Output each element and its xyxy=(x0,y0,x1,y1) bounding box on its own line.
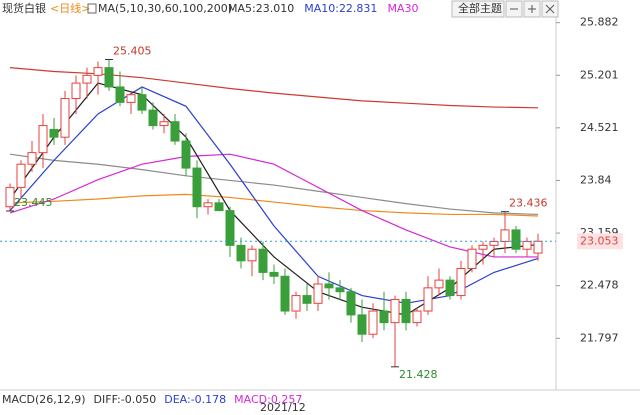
candle-body xyxy=(401,298,411,324)
candle-body xyxy=(137,94,147,111)
candle-body xyxy=(258,248,268,273)
candle-body xyxy=(445,279,455,297)
candle-body xyxy=(5,186,15,208)
y-tick-label: 24.521 xyxy=(580,121,619,134)
candle-body xyxy=(335,287,345,293)
candle-body xyxy=(291,295,301,312)
indicator-label: MA5:23.010 xyxy=(228,2,294,15)
candle-body xyxy=(247,248,257,262)
toggle-icon[interactable] xyxy=(87,3,97,14)
y-tick-label: 23.84 xyxy=(580,173,612,186)
candle-body xyxy=(71,82,81,100)
indicator-label: MA10:22.831 xyxy=(304,2,377,15)
candle-body xyxy=(214,202,224,212)
candle-body xyxy=(533,240,543,254)
ma-line xyxy=(9,153,539,216)
candle-body xyxy=(456,268,466,297)
candle-body xyxy=(522,240,532,250)
theme-button[interactable] xyxy=(451,0,505,18)
candle-body xyxy=(104,67,114,88)
candle-body xyxy=(280,275,290,312)
chart-title: 现货白银 xyxy=(2,1,46,15)
candle-body xyxy=(357,314,367,335)
candle-body xyxy=(511,229,521,250)
candle-body xyxy=(500,229,510,242)
candle-body xyxy=(467,248,477,270)
candle-body xyxy=(38,125,48,154)
candle-body xyxy=(412,310,422,324)
button-label: 全部主题 xyxy=(458,1,502,15)
macd-label: MACD:0.257 xyxy=(234,393,302,406)
macd-label: MACD(26,12,9) xyxy=(2,393,86,406)
annotation-label: 21.428 xyxy=(399,368,438,381)
candle-body xyxy=(60,98,70,138)
annotation-label: 25.405 xyxy=(113,45,152,58)
candle-body xyxy=(478,244,488,250)
candle-body xyxy=(368,310,378,335)
candle-body xyxy=(203,202,213,208)
annotation-label: 23.436 xyxy=(509,197,548,210)
macd-label: DIFF:-0.050 xyxy=(94,393,157,406)
candle-body xyxy=(379,310,389,324)
x-label: 2021/12 xyxy=(260,401,306,414)
candle-body xyxy=(313,283,323,304)
candle-body xyxy=(225,210,235,246)
last-price-box xyxy=(577,233,623,250)
candle-body xyxy=(423,287,433,312)
candle-body xyxy=(170,121,180,142)
candle-body xyxy=(16,163,26,188)
ma-line xyxy=(9,193,539,217)
ma-line xyxy=(9,153,538,258)
indicator: MA(5,10,30,60,100,200) xyxy=(98,2,232,15)
y-tick-label: 25.201 xyxy=(580,68,619,81)
candle-body xyxy=(159,121,169,127)
candle-body xyxy=(269,271,279,277)
candle-body xyxy=(115,86,125,103)
candle-body xyxy=(192,167,202,208)
candle-body xyxy=(148,109,158,127)
candle-body xyxy=(126,94,136,103)
indicator-label: MA30 xyxy=(387,2,418,15)
y-tick-label: 22.478 xyxy=(580,279,619,292)
annotation-label: 23.445 xyxy=(14,196,53,209)
candle-body xyxy=(27,152,37,165)
candle-body xyxy=(390,298,400,324)
last-price-label: 23.053 xyxy=(580,234,619,247)
candle-body xyxy=(324,283,334,289)
candle-body xyxy=(181,140,191,169)
candle-body xyxy=(236,244,246,262)
candle-body xyxy=(49,128,59,138)
candle-body xyxy=(82,74,92,84)
icon xyxy=(545,4,555,14)
candle-body xyxy=(302,295,312,304)
y-tick-label: 21.797 xyxy=(580,331,619,344)
period: <日线> xyxy=(50,1,90,15)
candle-body xyxy=(93,67,103,76)
candle-body xyxy=(346,291,356,316)
y-tick-label: 25.882 xyxy=(580,16,619,29)
candle-body xyxy=(489,240,499,246)
candle-body xyxy=(434,279,444,289)
macd-label: DEA:-0.178 xyxy=(164,393,226,406)
